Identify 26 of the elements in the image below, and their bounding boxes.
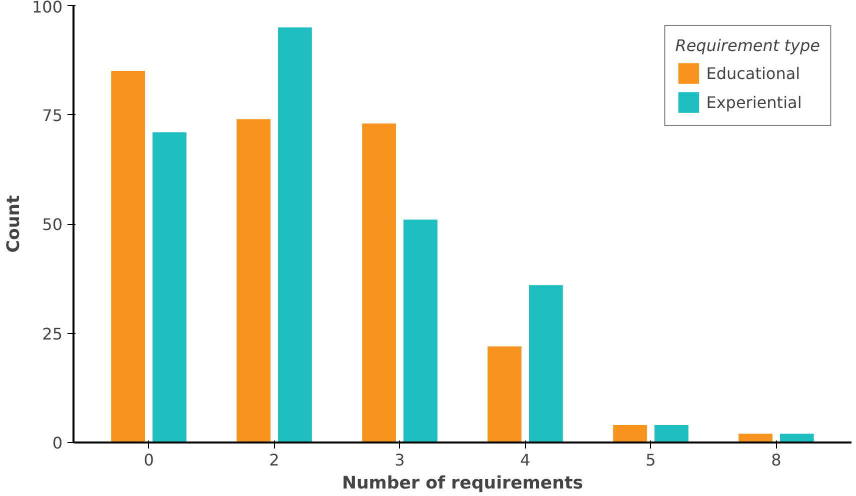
bar: [404, 220, 438, 442]
bar: [488, 346, 522, 442]
x-tick-label: 4: [520, 450, 530, 470]
x-axis-title: Number of requirements: [342, 474, 584, 494]
bar: [362, 123, 396, 442]
bar: [278, 27, 312, 442]
bar: [529, 285, 563, 442]
legend-label: Educational: [706, 64, 800, 82]
bar: [152, 132, 186, 442]
bar: [613, 425, 647, 442]
x-tick-label: 8: [771, 450, 782, 470]
legend-title: Requirement type: [675, 36, 820, 55]
y-tick-label: 50: [42, 215, 62, 234]
bar: [654, 425, 688, 442]
legend-label: Experiential: [706, 92, 802, 112]
bar: [236, 119, 271, 442]
y-tick-label: 25: [42, 324, 62, 344]
y-tick-label: 0: [52, 434, 63, 452]
y-tick-label: 75: [42, 106, 62, 125]
x-tick-label: 3: [394, 450, 405, 470]
y-axis-title: Count: [4, 195, 24, 253]
y-tick-label: 100: [32, 0, 63, 16]
x-tick-label: 2: [269, 450, 280, 470]
bar: [111, 71, 146, 442]
x-tick-label: 5: [646, 450, 656, 470]
x-tick-label: 0: [144, 450, 154, 470]
